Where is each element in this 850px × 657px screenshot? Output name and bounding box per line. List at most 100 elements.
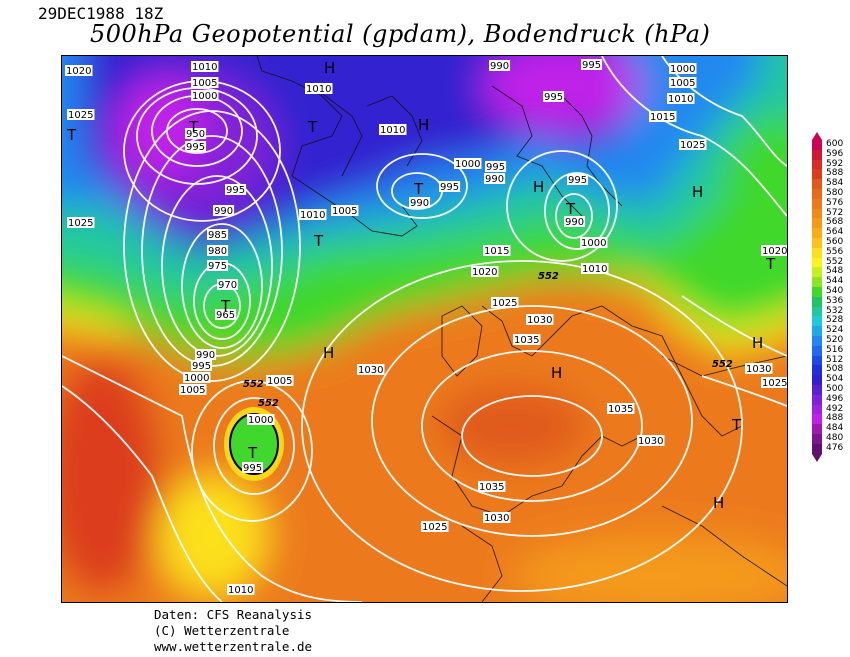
isobar-label: 1010 <box>380 125 405 136</box>
isobar-label: 1030 <box>638 436 663 447</box>
high-center: H <box>418 116 429 134</box>
isobar-label: 1000 <box>581 238 606 249</box>
legend-bottom-arrow <box>812 453 822 462</box>
isobar-label: 990 <box>410 198 429 209</box>
legend-cell <box>812 384 822 395</box>
legend-cell <box>812 355 822 366</box>
legend-cell <box>812 296 822 307</box>
legend-cell <box>812 375 822 385</box>
legend-cell <box>812 316 822 327</box>
isobar-label: 1025 <box>422 522 447 533</box>
pressure-centers: H T T H T T T H H T T H H T H H T T <box>66 59 776 512</box>
geopotential-field <box>62 56 787 602</box>
legend-cell <box>812 286 822 297</box>
isobar-label: 1005 <box>670 78 695 89</box>
isobar-label: 950 <box>186 129 205 140</box>
cutoff-low <box>224 407 284 481</box>
isobar-label: 995 <box>243 463 262 474</box>
legend-tick-label: 540 <box>826 285 844 296</box>
isobar-label: 1020 <box>762 246 787 257</box>
legend-tick-label: 556 <box>826 246 844 257</box>
isobar-label: 975 <box>208 261 227 272</box>
contour-552-label: 552 <box>712 359 733 370</box>
legend-tick-label: 548 <box>826 266 844 277</box>
isobar-label: 1030 <box>484 513 509 524</box>
legend-tick-label: 596 <box>826 148 844 159</box>
isobar-label: 1010 <box>228 585 253 596</box>
isobar-label: 990 <box>214 206 233 217</box>
isobar-label: 995 <box>226 185 245 196</box>
high-center: H <box>551 364 562 382</box>
isobar-label: 995 <box>486 162 505 173</box>
low-center: T <box>220 297 231 315</box>
high-center: H <box>692 183 703 201</box>
low-center: T <box>765 255 776 273</box>
isobar-label: 985 <box>208 230 227 241</box>
legend-tick-label: 588 <box>826 168 844 179</box>
isobar-label: 990 <box>196 350 215 361</box>
high-center: H <box>533 178 544 196</box>
map-title: 500hPa Geopotential (gpdam), Bodendruck … <box>90 20 711 48</box>
legend-tick-label: 584 <box>826 178 844 189</box>
legend-cell <box>812 424 822 434</box>
isobar-label: 1025 <box>762 378 787 389</box>
isobar-label: 1035 <box>479 482 504 493</box>
isobar-label: 1020 <box>66 66 91 77</box>
isobar-label: 1030 <box>527 315 552 326</box>
legend-tick-label: 568 <box>826 217 844 228</box>
legend-tick-label: 536 <box>826 295 844 306</box>
legend-cell <box>812 140 822 150</box>
legend-cell <box>812 228 822 238</box>
isobar-label: 990 <box>565 217 584 228</box>
isobar-label: 1010 <box>306 84 331 95</box>
isobar-label: 990 <box>485 174 504 185</box>
legend-tick-label: 508 <box>826 364 844 375</box>
legend-cell <box>812 277 822 287</box>
legend-cell <box>812 218 822 229</box>
legend-tick-label: 580 <box>826 187 844 198</box>
low-center: T <box>188 118 199 136</box>
legend-tick-label: 532 <box>826 305 844 316</box>
isobar-label: 1005 <box>267 376 292 387</box>
legend-tick-label: 544 <box>826 276 844 287</box>
legend-cell <box>812 188 822 199</box>
legend-tick-label: 600 <box>826 139 844 149</box>
isobar-label: 1000 <box>670 64 695 75</box>
legend-tick-label: 528 <box>826 315 844 326</box>
legend-cell <box>812 149 822 160</box>
coastlines <box>256 56 787 602</box>
legend-cell <box>812 267 822 278</box>
credit-url[interactable]: www.wetterzentrale.de <box>154 639 313 654</box>
isobar-label: 995 <box>186 142 205 153</box>
legend-tick-label: 576 <box>826 197 844 208</box>
legend-cell <box>812 365 822 376</box>
isobar-label: 1025 <box>68 110 93 121</box>
isobar-label: 1015 <box>484 246 509 257</box>
isobar-label: 1025 <box>492 298 517 309</box>
isobar-label: 995 <box>544 92 563 103</box>
contour-552-label: 552 <box>258 398 279 409</box>
weather-map: 1020 1025 1010 1005 1000 950 995 995 990… <box>61 55 788 603</box>
isobar-label: 965 <box>216 310 235 321</box>
color-legend <box>812 132 826 462</box>
legend-tick-label: 520 <box>826 334 844 345</box>
legend-cell <box>812 159 822 170</box>
legend-tick-label: 572 <box>826 207 844 218</box>
legend-cell <box>812 345 822 356</box>
isobar-label: 980 <box>208 246 227 257</box>
legend-cell <box>812 247 822 258</box>
legend-cell <box>812 335 822 346</box>
credit-data-source: Daten: CFS Reanalysis <box>154 607 313 622</box>
isobar-label: 995 <box>192 361 211 372</box>
legend-tick-label: 500 <box>826 383 844 394</box>
legend-tick-label: 592 <box>826 158 844 169</box>
isobar-label: 970 <box>218 280 237 291</box>
legend-tick-label: 488 <box>826 413 844 424</box>
low-center: T <box>731 416 742 434</box>
isobar-label: 1025 <box>680 140 705 151</box>
legend-cell <box>812 169 822 180</box>
isobar-label: 1015 <box>650 112 675 123</box>
isobar-label: 995 <box>582 60 601 71</box>
contour-552-label: 552 <box>538 271 559 282</box>
isobar-label: 1020 <box>472 267 497 278</box>
